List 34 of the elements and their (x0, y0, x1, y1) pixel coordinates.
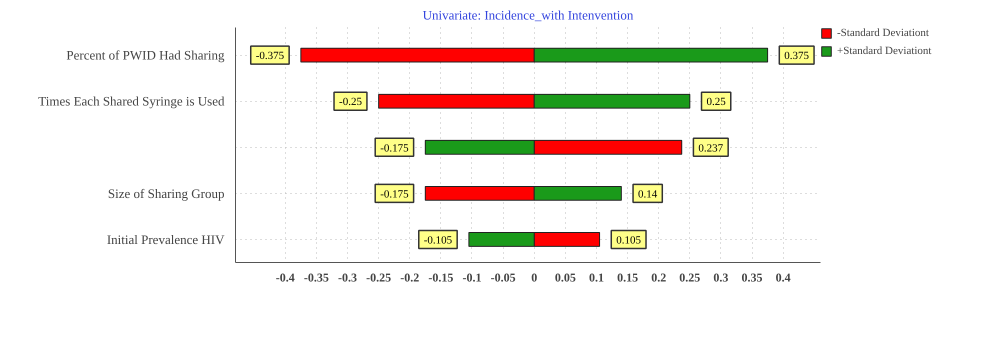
y-tick-label: Initial Prevalence HIV (106, 232, 226, 247)
data-label: 0.375 (784, 50, 810, 62)
x-tick-label: 0.15 (617, 270, 638, 284)
y-tick-label: Size of Sharing Group (108, 186, 225, 201)
x-tick-label: -0.25 (366, 270, 392, 284)
x-tick-label: 0.1 (588, 270, 604, 284)
x-tick-label: 0.3 (713, 270, 728, 284)
x-tick-label: -0.35 (304, 270, 329, 284)
data-label: 0.105 (616, 234, 642, 246)
x-tick-label: -0.15 (428, 270, 454, 284)
x-tick-label: -0.1 (462, 270, 482, 284)
legend-label: +Standard Deviationt (837, 45, 932, 57)
data-label: -0.175 (380, 188, 410, 200)
x-tick-label: -0.05 (490, 270, 516, 284)
x-tick-label: 0.35 (742, 270, 763, 284)
data-label: -0.375 (256, 50, 285, 62)
data-label: 0.14 (638, 188, 658, 200)
chart-title: Univariate: Incidence_with Intenvention (422, 8, 634, 22)
x-tick-label: 0.4 (776, 270, 791, 284)
legend-label: -Standard Deviationt (837, 27, 929, 39)
x-tick-label: 0.2 (651, 270, 666, 284)
y-tick-label: Percent of PWID Had Sharing (66, 48, 225, 63)
x-tick-label: -0.3 (338, 270, 358, 284)
x-tick-label: 0.05 (554, 270, 576, 284)
data-label: -0.175 (380, 142, 410, 154)
x-tick-label: 0 (531, 270, 538, 284)
x-tick-label: -0.2 (400, 270, 420, 284)
data-label: 0.237 (698, 142, 724, 154)
x-tick-label: 0.25 (679, 270, 700, 284)
data-label: -0.25 (339, 96, 362, 108)
data-label: -0.105 (424, 234, 453, 246)
data-label: 0.25 (706, 96, 726, 108)
y-tick-label: Times Each Shared Syringe is Used (38, 94, 225, 109)
x-tick-label: -0.4 (276, 270, 295, 284)
